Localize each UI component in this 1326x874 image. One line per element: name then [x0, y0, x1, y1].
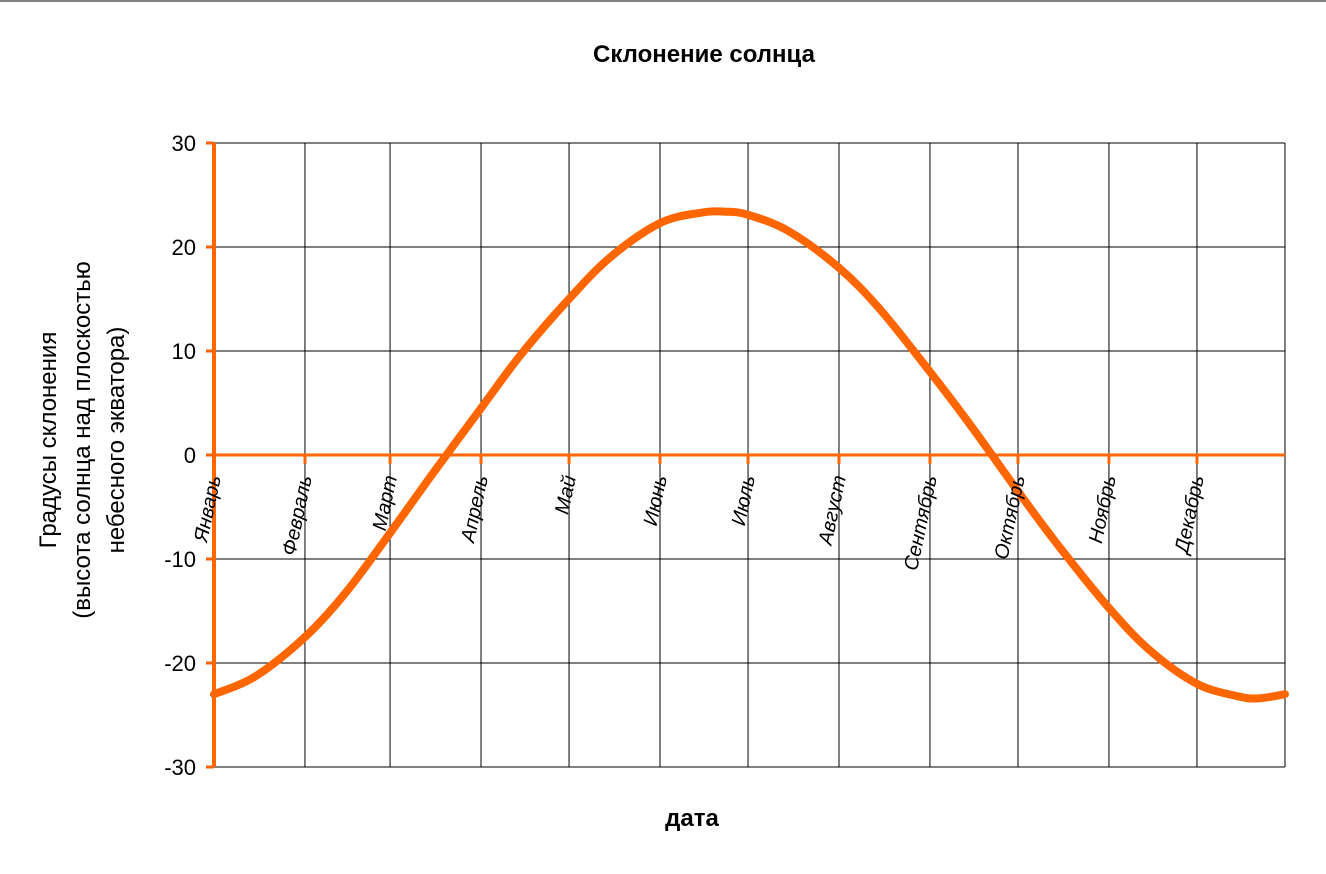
y-tick-labels: 30 20 10 0 -10 -20 -30 — [164, 131, 196, 780]
series-layer — [210, 207, 1289, 703]
y-tick-label: 0 — [184, 443, 196, 468]
x-tick-label: Февраль — [278, 473, 316, 557]
x-tick-label: Май — [551, 473, 581, 516]
y-axis-label-line: небесного экватора) — [103, 327, 130, 554]
y-tick-label: 30 — [172, 131, 196, 156]
x-tick-label: Апрель — [457, 473, 493, 545]
y-axis-label: Градусы склонения (высота солнца над плос… — [35, 261, 130, 618]
y-axis-label-line: Градусы склонения — [35, 332, 62, 549]
y-tick-label: 10 — [172, 339, 196, 364]
x-tick-label: Август — [815, 473, 851, 547]
series-line — [210, 207, 1289, 703]
x-axis-label: дата — [665, 805, 719, 832]
y-tick-label: -30 — [164, 755, 196, 780]
x-tick-label: Июнь — [640, 473, 672, 527]
axes — [206, 141, 1285, 769]
x-tick-label: Октябрь — [991, 473, 1030, 561]
y-tick-label: -10 — [164, 547, 196, 572]
x-tick-label: Январь — [190, 473, 226, 544]
chart-title: Склонение солнца — [593, 41, 816, 68]
y-tick-label: 20 — [172, 235, 196, 260]
y-axis-label-line: (высота солнца над плоскостью — [69, 261, 96, 618]
x-tick-label: Июль — [728, 473, 760, 527]
x-tick-label: Сентябрь — [900, 473, 942, 572]
x-tick-labels: Январь Февраль Март Апрель Май Июнь Июль Август… — [190, 473, 1209, 572]
y-tick-label: -20 — [164, 651, 196, 676]
x-tick-label: Ноябрь — [1085, 473, 1121, 545]
x-tick-label: Декабрь — [1171, 473, 1209, 556]
